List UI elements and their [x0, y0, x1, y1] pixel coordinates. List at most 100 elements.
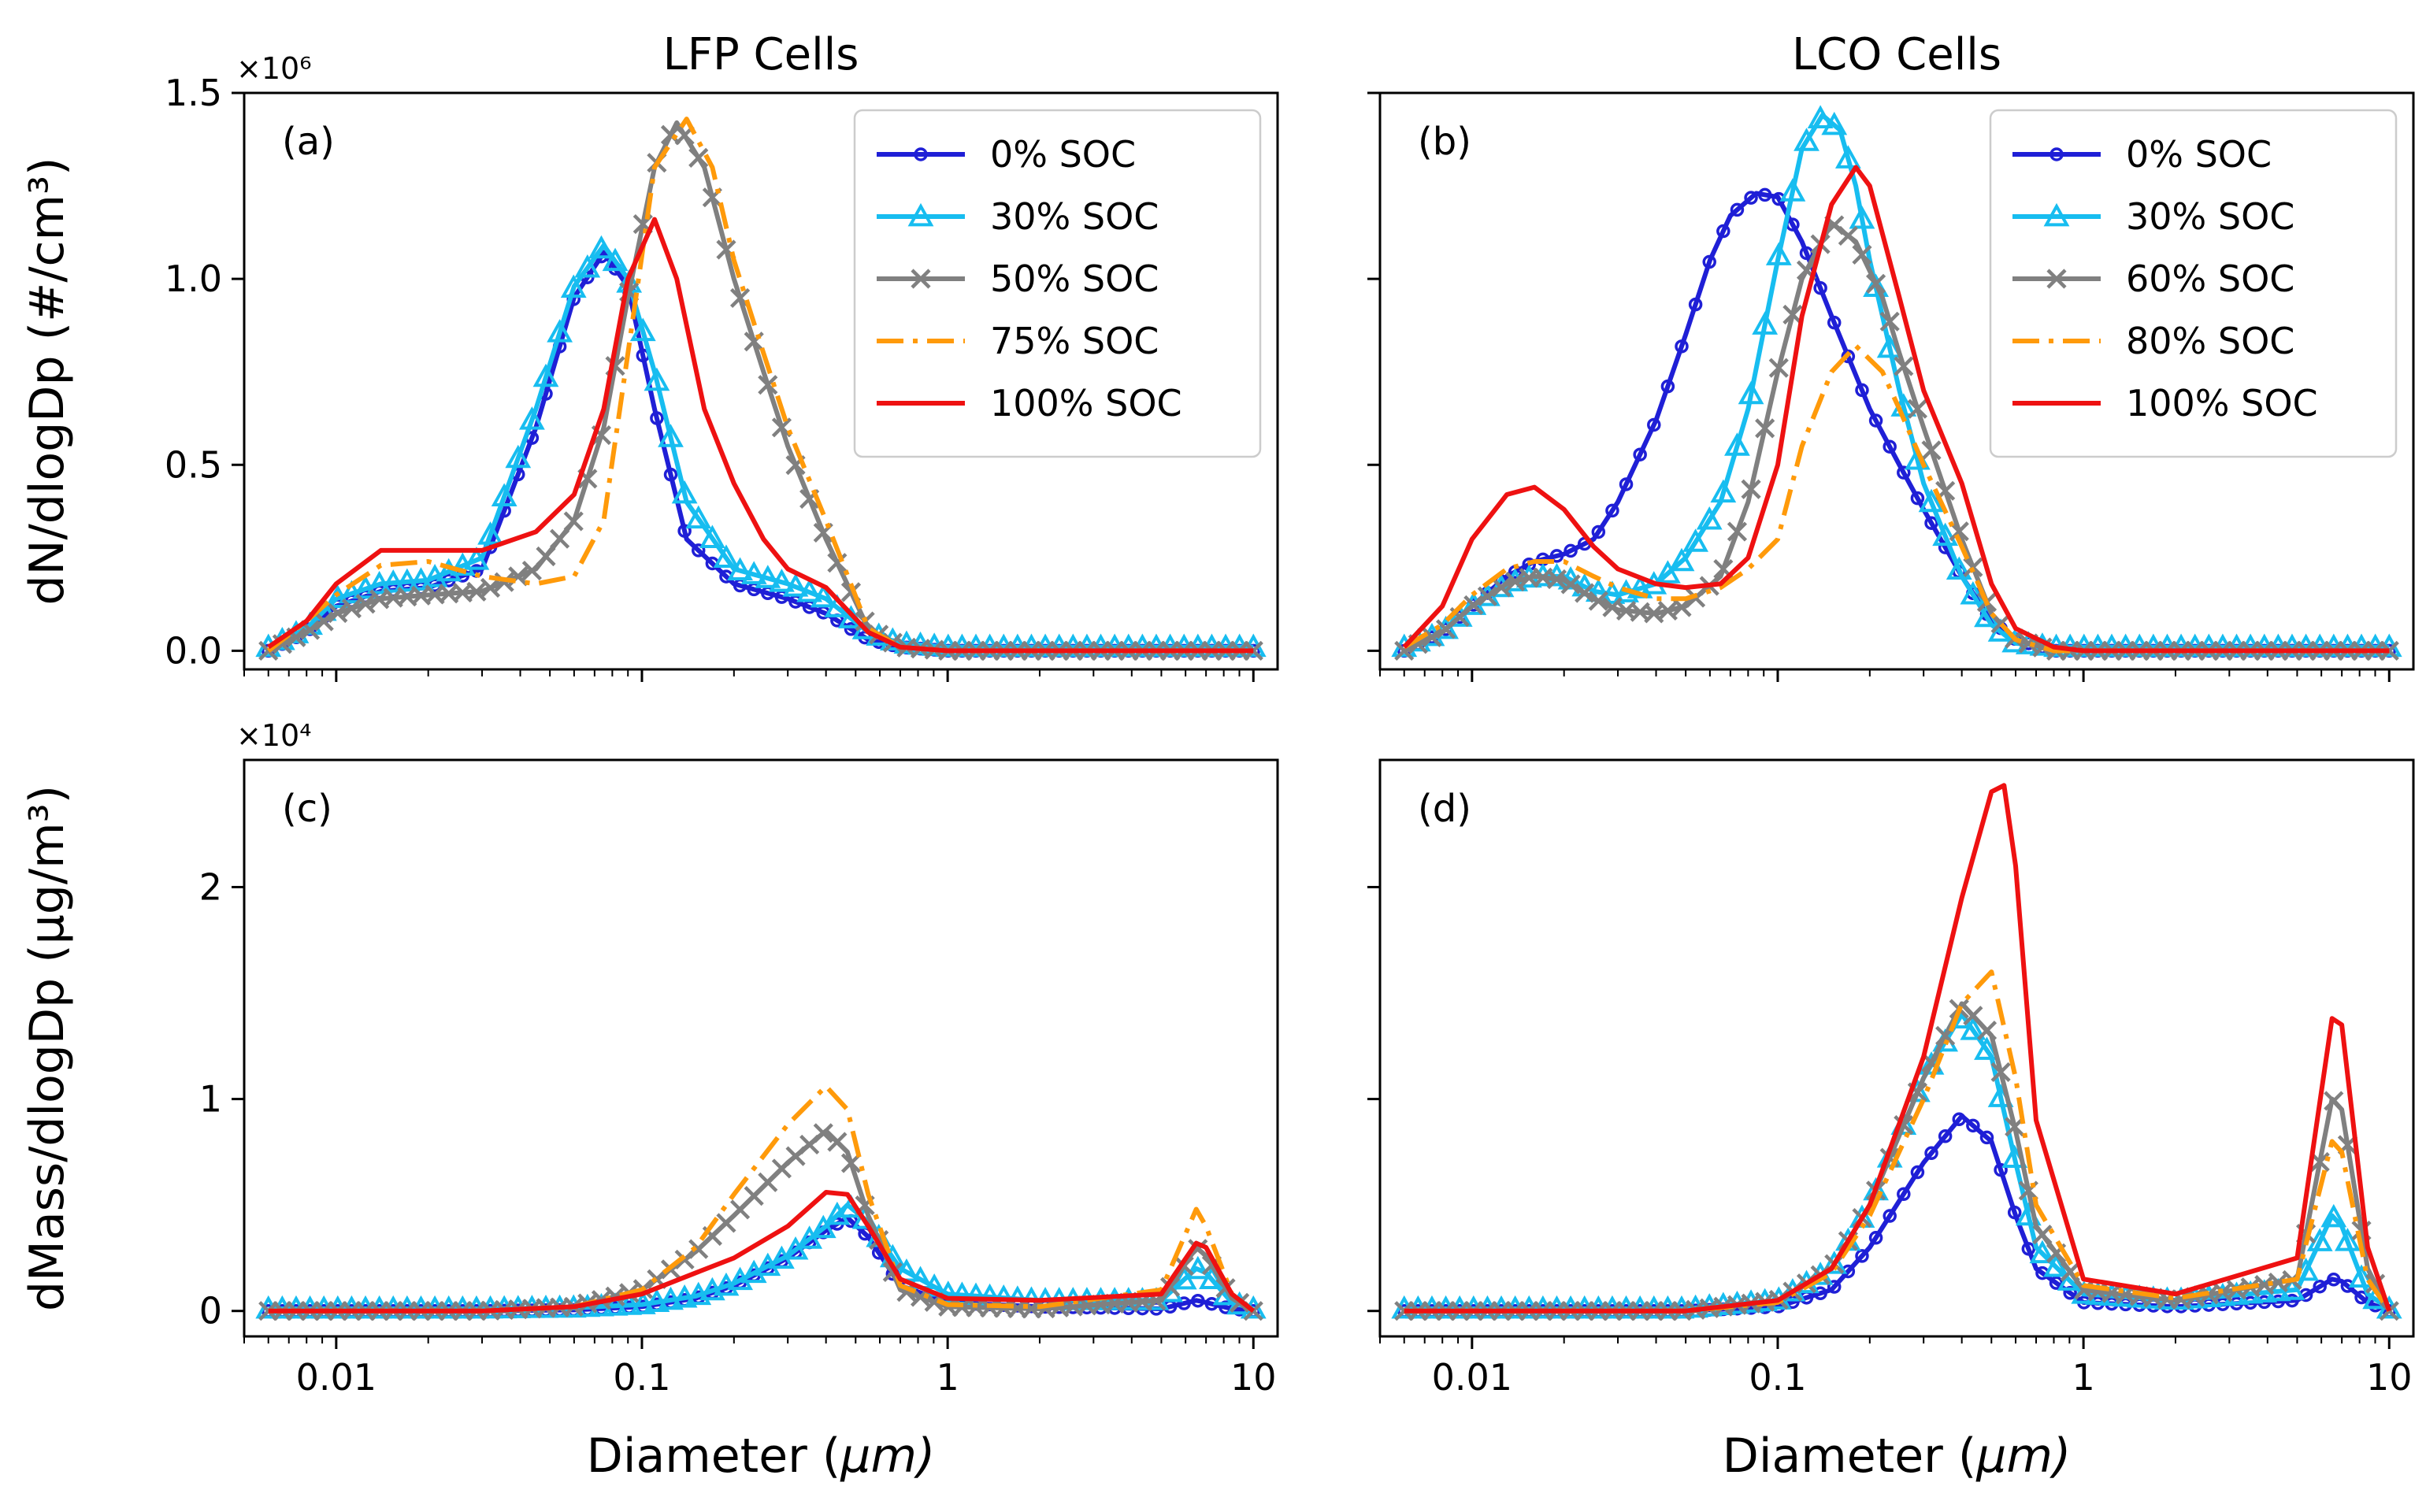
data-point	[1564, 543, 1578, 558]
axes-frame	[243, 91, 1279, 671]
data-point	[1422, 627, 1442, 647]
series-line	[268, 1190, 1256, 1314]
data-point	[1710, 479, 1737, 503]
data-point	[1671, 597, 1692, 617]
data-point	[547, 319, 573, 343]
x-axis-label: Diameter (μm)	[1723, 1429, 2072, 1484]
data-point	[1883, 439, 1897, 454]
legend-marker	[907, 202, 934, 227]
legend-label: 100% SOC	[990, 382, 1182, 424]
axes-frame	[243, 758, 1279, 1338]
data-point	[1505, 571, 1526, 592]
legend-entry: 80% SOC	[2012, 320, 2294, 362]
data-point	[1546, 569, 1567, 590]
data-point	[1821, 1251, 1848, 1274]
data-point	[505, 444, 532, 469]
data-point	[691, 543, 706, 558]
data-point	[341, 598, 362, 619]
legend-marker	[911, 269, 931, 289]
data-point	[827, 553, 848, 573]
data-point	[2043, 1254, 2069, 1277]
data-point	[602, 247, 629, 272]
series-line	[268, 1203, 1255, 1311]
data-point	[313, 611, 334, 632]
data-point	[2060, 1262, 2080, 1282]
data-point	[1910, 491, 1925, 506]
y-tick-label: 0.5	[165, 443, 222, 486]
data-point	[2063, 1286, 2077, 1300]
y-tick-label: 1.0	[165, 258, 222, 300]
data-point	[813, 1123, 833, 1143]
data-point	[1924, 1146, 1938, 1161]
legend-entry: 30% SOC	[2012, 195, 2294, 238]
data-point	[1605, 503, 1619, 518]
panel-a: 0.0 0.5 1.0 1.5 ×10⁶ LFP Cells (a) dN/dlogDp (#…	[20, 29, 1279, 682]
data-point	[1779, 178, 1806, 202]
data-point	[2313, 1279, 2327, 1294]
x-tick-label: 0.1	[613, 1356, 670, 1399]
data-point	[328, 602, 348, 624]
legend: 0% SOC 30% SOC 60% SOC 80% SOC 100% SOC	[1989, 109, 2398, 458]
series-line	[1404, 1114, 2391, 1314]
panel-b: LCO Cells (b) 0% SOC 30% SOC 60% SOC 80% SOC 1…	[1367, 29, 2415, 682]
legend-label: 60% SOC	[2126, 258, 2294, 300]
data-point	[1799, 246, 1814, 261]
data-point	[532, 363, 559, 387]
legend-entry: 100% SOC	[2012, 382, 2318, 424]
legend-marker	[2046, 269, 2067, 289]
data-point	[1897, 465, 1911, 480]
x-tick-label: 10	[2366, 1356, 2413, 1399]
data-point	[1894, 356, 1914, 376]
data-point	[1491, 577, 1512, 598]
data-point	[644, 1288, 670, 1313]
data-point	[2327, 1273, 2341, 1287]
data-point	[1633, 447, 1647, 461]
data-point	[1696, 506, 1723, 530]
data-point	[1702, 254, 1716, 269]
data-point	[1657, 600, 1678, 621]
data-point	[2007, 1205, 2022, 1220]
data-point	[550, 528, 570, 549]
data-point	[1575, 583, 1595, 603]
data-point	[1654, 560, 1681, 584]
data-point	[1834, 145, 1861, 169]
data-point	[355, 594, 376, 614]
legend-entry: 100% SOC	[877, 382, 1182, 424]
data-point	[2029, 1240, 2056, 1264]
data-point	[1827, 315, 1842, 330]
legend: 0% SOC 30% SOC 50% SOC 75% SOC 100% SOC	[853, 109, 1262, 458]
data-point	[727, 557, 753, 581]
legend-entry: 50% SOC	[877, 258, 1159, 300]
panel-tag: (d)	[1418, 787, 1471, 831]
data-point	[1938, 1129, 1953, 1143]
panel-title: LCO Cells	[1792, 29, 2001, 80]
data-point	[1932, 522, 1959, 547]
legend-entry: 0% SOC	[2012, 133, 2272, 176]
data-point	[1727, 521, 1748, 542]
data-point	[758, 375, 778, 395]
data-point	[1177, 1296, 1191, 1310]
data-point	[658, 424, 684, 447]
legend-entry: 75% SOC	[877, 320, 1159, 362]
x-tick-label: 10	[1230, 1356, 1277, 1399]
legend-label: 30% SOC	[990, 195, 1159, 238]
data-point	[1924, 516, 1938, 530]
legend-entry: 0% SOC	[877, 133, 1136, 176]
x-tick-label: 1	[2072, 1356, 2094, 1399]
legend-label: 75% SOC	[990, 320, 1159, 362]
data-point	[1794, 128, 1820, 151]
data-point	[2265, 1277, 2291, 1302]
data-point	[477, 521, 503, 545]
legend-label: 30% SOC	[2126, 195, 2294, 238]
data-point	[1946, 556, 1972, 580]
data-point	[685, 505, 712, 529]
data-point	[1960, 1017, 1986, 1040]
data-point	[1549, 549, 1564, 563]
legend-box	[853, 109, 1262, 458]
legend-label: 100% SOC	[2126, 382, 2318, 424]
data-point	[1813, 280, 1827, 295]
data-point	[2032, 1225, 2053, 1245]
data-point	[699, 524, 725, 549]
data-point	[536, 546, 556, 567]
